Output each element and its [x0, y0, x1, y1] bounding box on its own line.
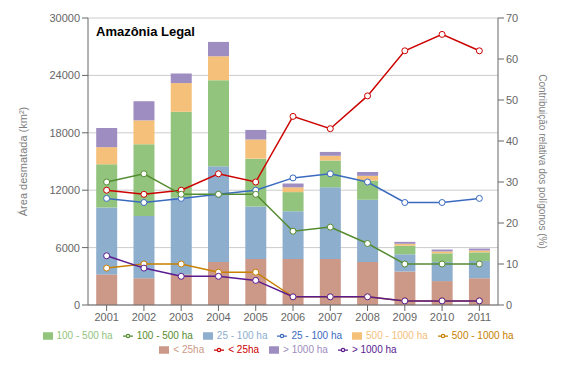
svg-text:2003: 2003 [169, 311, 193, 323]
html-text:< 25ha: < 25ha [173, 344, 205, 355]
svg-text:40: 40 [506, 135, 518, 147]
svg-text:Contribuição relativa dos polí: Contribuição relativa dos polígonos (%) [537, 74, 548, 249]
svg-text:18000: 18000 [49, 127, 80, 139]
svg-text:2007: 2007 [318, 311, 342, 323]
svg-text:2011: 2011 [468, 311, 492, 323]
svg-text:50: 50 [506, 94, 518, 106]
svg-text:Área desmatada (km²): Área desmatada (km²) [17, 107, 29, 216]
svg-text:2009: 2009 [393, 311, 417, 323]
svg-text:2006: 2006 [281, 311, 305, 323]
svg-text:30000: 30000 [49, 12, 80, 24]
svg-text:30: 30 [506, 176, 518, 188]
html-text:100 - 500 ha: 100 - 500 ha [136, 330, 193, 341]
html-text:> 1000 ha: > 1000 ha [351, 344, 397, 355]
svg-text:60: 60 [506, 53, 518, 65]
svg-text:0: 0 [74, 299, 80, 311]
html-text:100 - 500 ha: 100 - 500 ha [56, 330, 113, 341]
svg-text:2010: 2010 [430, 311, 454, 323]
html-text:25 - 100 ha: 25 - 100 ha [291, 330, 343, 341]
html-text:< 25ha: < 25ha [228, 344, 260, 355]
html-text:25 - 100 ha: 25 - 100 ha [216, 330, 268, 341]
svg-text:2005: 2005 [243, 311, 267, 323]
svg-text:12000: 12000 [49, 184, 80, 196]
svg-text:2002: 2002 [132, 311, 156, 323]
svg-text:2008: 2008 [355, 311, 379, 323]
svg-text:2001: 2001 [94, 311, 118, 323]
svg-text:20: 20 [506, 217, 518, 229]
html-text:Amazônia Legal: Amazônia Legal [96, 24, 195, 39]
html-text:500 - 1000 ha: 500 - 1000 ha [451, 330, 514, 341]
svg-text:2004: 2004 [206, 311, 230, 323]
html-text:> 1000 ha: > 1000 ha [283, 344, 328, 355]
svg-text:24000: 24000 [49, 69, 80, 81]
svg-text:0: 0 [506, 299, 512, 311]
svg-text:70: 70 [506, 12, 518, 24]
html-text:500 - 1000 ha: 500 - 1000 ha [366, 330, 428, 341]
svg-text:10: 10 [506, 258, 518, 270]
svg-text:6000: 6000 [56, 242, 80, 254]
